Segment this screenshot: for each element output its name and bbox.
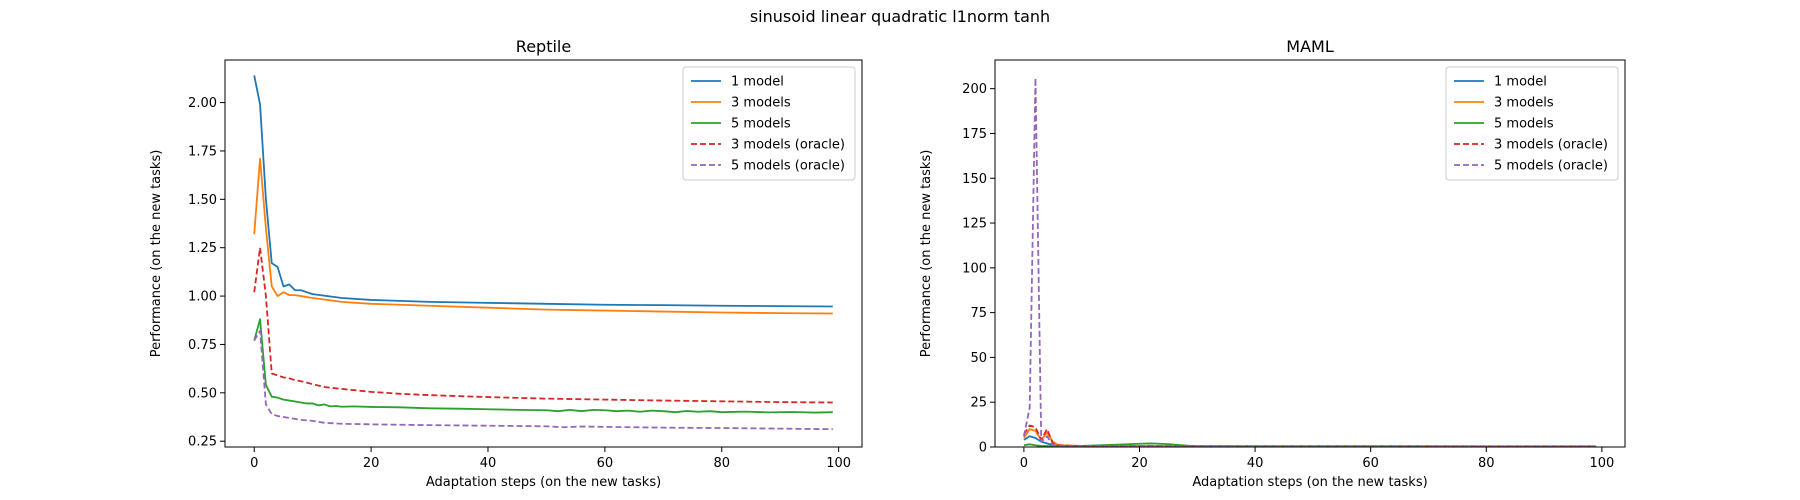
maml-legend-label-1-model: 1 model xyxy=(1494,75,1547,90)
reptile-xtick-label: 20 xyxy=(363,456,380,471)
maml-xtick-label: 100 xyxy=(1589,456,1614,471)
maml-axes-frame xyxy=(994,59,1626,448)
maml-ytick-label: 25 xyxy=(970,396,987,411)
maml-legend-label-3-models: 3 models xyxy=(1494,96,1554,111)
maml-legend-label-3-models-oracle: 3 models (oracle) xyxy=(1494,138,1608,153)
maml-ytick-label: 150 xyxy=(962,172,987,187)
maml-xtick-label: 20 xyxy=(1131,456,1148,471)
reptile-ytick-label: 0.50 xyxy=(188,386,217,401)
maml-legend-box xyxy=(1445,66,1619,181)
maml-xtick-label: 0 xyxy=(1020,456,1028,471)
maml-xtick-label: 80 xyxy=(1478,456,1495,471)
reptile-ytick-label: 1.00 xyxy=(188,290,217,305)
reptile-ytick-label: 0.75 xyxy=(188,338,217,353)
maml-xtick-label: 60 xyxy=(1362,456,1379,471)
maml-legend-label-5-models-oracle: 5 models (oracle) xyxy=(1494,159,1608,174)
maml-ytick-label: 75 xyxy=(970,306,987,321)
maml-ytick-label: 100 xyxy=(962,261,987,276)
reptile-ytick-label: 1.25 xyxy=(188,241,217,256)
reptile-xlabel: Adaptation steps (on the new tasks) xyxy=(426,475,661,490)
reptile-legend-label-3-models-oracle: 3 models (oracle) xyxy=(731,138,845,153)
reptile-xtick-label: 40 xyxy=(480,456,497,471)
reptile-panel: Reptile 0 20 40 60 80 100 0.25 0.50 0.75 1.00 1.25 1… xyxy=(149,37,863,490)
reptile-legend-box xyxy=(682,66,856,181)
reptile-series-1-model xyxy=(253,75,833,308)
maml-ytick-label: 125 xyxy=(962,217,987,232)
maml-xlabel: Adaptation steps (on the new tasks) xyxy=(1192,475,1427,490)
reptile-ytick-label: 1.75 xyxy=(188,144,217,159)
reptile-legend-label-3-models: 3 models xyxy=(731,96,791,111)
reptile-series-5-models xyxy=(253,318,833,414)
reptile-xtick-label: 80 xyxy=(713,456,730,471)
reptile-ylabel: Performance (on the new tasks) xyxy=(149,150,164,358)
maml-ytick-label: 50 xyxy=(970,351,987,366)
maml-panel: MAML 0 20 40 60 80 100 0 25 50 75 100 125 150 175 200 Ad… xyxy=(919,37,1626,490)
maml-ytick-label: 175 xyxy=(962,127,987,142)
maml-xtick-label: 40 xyxy=(1247,456,1264,471)
maml-title: MAML xyxy=(1286,37,1334,56)
maml-series-group xyxy=(1023,77,1597,447)
reptile-series-5-models-oracle xyxy=(253,330,833,431)
maml-legend: 1 model 3 models 5 models 3 models (oracle)… xyxy=(1445,66,1619,181)
reptile-ytick-label: 2.00 xyxy=(188,96,217,111)
maml-legend-label-5-models: 5 models xyxy=(1494,117,1554,132)
reptile-series-group xyxy=(253,75,833,431)
reptile-series-3-models xyxy=(253,157,833,315)
reptile-xtick-label: 0 xyxy=(250,456,258,471)
reptile-legend-label-1-model: 1 model xyxy=(731,75,784,90)
reptile-title: Reptile xyxy=(516,37,571,56)
reptile-xtick-label: 100 xyxy=(826,456,851,471)
reptile-legend-label-5-models: 5 models xyxy=(731,117,791,132)
maml-series-5-models-oracle xyxy=(1023,77,1597,447)
maml-ylabel: Performance (on the new tasks) xyxy=(919,150,934,358)
figure-suptitle: sinusoid linear quadratic l1norm tanh xyxy=(750,7,1050,26)
reptile-ytick-label: 1.50 xyxy=(188,193,217,208)
maml-series-3-models xyxy=(1023,428,1597,447)
reptile-axes-frame xyxy=(224,59,863,448)
reptile-legend: 1 model 3 models 5 models 3 models (oracle)… xyxy=(682,66,856,181)
reptile-series-3-models-oracle xyxy=(253,246,833,404)
maml-series-3-models-oracle xyxy=(1023,424,1597,447)
reptile-ytick-label: 0.25 xyxy=(188,435,217,450)
reptile-xtick-label: 60 xyxy=(597,456,614,471)
reptile-legend-label-5-models-oracle: 5 models (oracle) xyxy=(731,159,845,174)
maml-ytick-label: 0 xyxy=(979,441,987,456)
maml-ytick-label: 200 xyxy=(962,82,987,97)
